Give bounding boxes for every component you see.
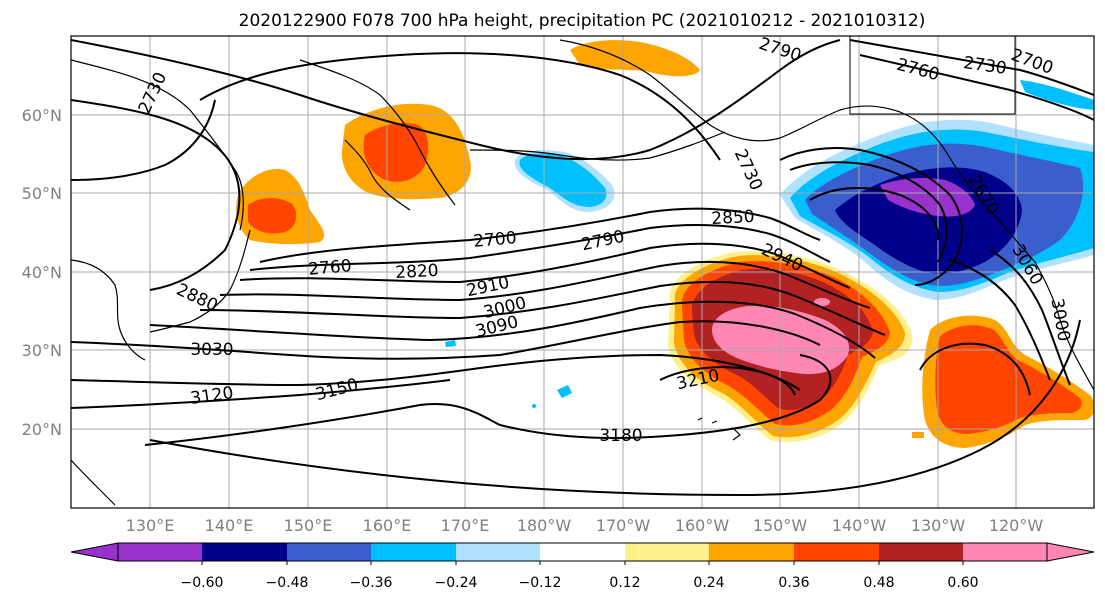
colorbar-tick-label: −0.36 <box>350 575 393 591</box>
contour-line <box>949 259 1051 381</box>
precip-positive-alaska-north <box>570 40 700 77</box>
colorbar-tick-label: 0.12 <box>609 575 640 591</box>
precip-negative-central-pacific <box>514 150 615 212</box>
lon-tick-label: 160°W <box>675 516 730 535</box>
colorbar-segment <box>794 543 879 561</box>
contour-line <box>71 99 216 181</box>
lon-tick-label: 150°E <box>284 516 333 535</box>
colorbar-segment <box>709 543 794 561</box>
precip-fill-layer <box>236 40 1094 448</box>
colorbar-segment <box>118 543 202 561</box>
coastline-siberia <box>71 59 244 231</box>
lon-tick-label: 140°W <box>832 516 887 535</box>
contour-line <box>71 353 801 391</box>
coastline-korea-china <box>71 259 146 361</box>
longitude-labels: 130°E 140°E 150°E 160°E 170°E 180°W 170°W 160°W… <box>126 516 1044 535</box>
map-frame <box>70 35 1095 509</box>
contour-label: 2700 <box>473 228 518 252</box>
lat-tick-label: 40°N <box>22 263 62 282</box>
contour-line <box>809 187 940 241</box>
coastlines <box>71 39 1094 506</box>
coastline-okhotsk <box>344 139 411 211</box>
contour-label: 2850 <box>711 207 755 229</box>
contour-line <box>919 342 1031 396</box>
contour-line <box>71 379 451 409</box>
colorbar-segment <box>202 543 287 561</box>
coastline-philippines <box>71 459 116 506</box>
lat-tick-label: 30°N <box>22 341 62 360</box>
lon-tick-label: 140°E <box>205 516 254 535</box>
contour-line <box>659 366 796 396</box>
contour-label: 3030 <box>190 340 233 360</box>
colorbar-tick-label: 0.24 <box>693 575 724 591</box>
contour-line <box>989 249 1071 386</box>
contour-line <box>199 52 721 161</box>
colorbar-tick-label: −0.12 <box>519 575 562 591</box>
contour-line <box>859 54 1094 121</box>
graticule <box>71 36 1094 508</box>
contour-line <box>249 224 831 271</box>
precip-positive-okhotsk <box>341 103 471 200</box>
colorbar-frame <box>117 542 1048 562</box>
contour-label: 3180 <box>599 426 642 446</box>
lat-tick-label: 60°N <box>22 106 62 125</box>
contour-line <box>849 39 1094 96</box>
colorbar-segment <box>456 543 540 561</box>
precip-positive-japan-north <box>236 169 325 245</box>
coastline-kamchatka <box>299 59 456 206</box>
lon-tick-label: 180°W <box>517 516 572 535</box>
contour-line <box>144 354 832 446</box>
contour-line <box>149 300 876 359</box>
lon-tick-label: 170°W <box>596 516 651 535</box>
contour-line <box>149 319 1081 497</box>
colorbar-tick-label: −0.24 <box>435 575 478 591</box>
colorbar: −0.60 −0.48 −0.36 −0.24 −0.12 0.12 0.24 0.36 0.4… <box>70 542 1095 591</box>
lat-tick-label: 20°N <box>22 420 62 439</box>
contour-line <box>779 147 963 286</box>
contour-line <box>71 320 821 360</box>
colorbar-extend-high <box>1046 542 1095 562</box>
lon-tick-label: 150°W <box>753 516 808 535</box>
lon-tick-label: 130°W <box>911 516 966 535</box>
precip-small-specks <box>445 340 572 408</box>
contour-line <box>199 280 886 336</box>
contour-line <box>219 260 871 309</box>
lat-tick-label: 50°N <box>22 184 62 203</box>
colorbar-tick-label: −0.60 <box>181 575 224 591</box>
contour-line <box>71 99 241 291</box>
coastline-aleutians <box>469 131 726 161</box>
colorbar-extend-low <box>70 542 119 562</box>
colorbar-tick-label: −0.48 <box>266 575 309 591</box>
colorbar-tick-label: 0.36 <box>778 575 809 591</box>
precip-positive-california <box>912 315 1094 448</box>
colorbar-tick-label: 0.48 <box>863 575 894 591</box>
colorbar-segment <box>963 543 1047 561</box>
contour-line <box>239 242 851 289</box>
colorbar-tick-label: 0.60 <box>947 575 978 591</box>
inset-box <box>849 36 1016 115</box>
colorbar-segment <box>287 543 371 561</box>
colorbar-segment <box>879 543 963 561</box>
figure-title: 2020122900 F078 700 hPa height, precipit… <box>239 11 926 31</box>
colorbar-segment <box>371 543 456 561</box>
lon-tick-label: 170°E <box>441 516 490 535</box>
contour-label: 2760 <box>308 256 353 280</box>
latitude-labels: 60°N 50°N 40°N 30°N 20°N <box>22 106 62 439</box>
colorbar-segment <box>625 543 709 561</box>
contour-line <box>259 207 821 263</box>
coastline-northwest-america <box>944 149 1094 391</box>
lon-tick-label: 130°E <box>126 516 175 535</box>
contour-label: 2820 <box>395 261 439 283</box>
lon-tick-label: 120°W <box>989 516 1044 535</box>
coastline-alaska <box>559 39 946 151</box>
contour-line <box>789 161 948 263</box>
lon-tick-label: 160°E <box>363 516 412 535</box>
colorbar-segment <box>540 543 625 561</box>
height-contours <box>71 39 1094 497</box>
coastline-japan <box>149 229 251 333</box>
